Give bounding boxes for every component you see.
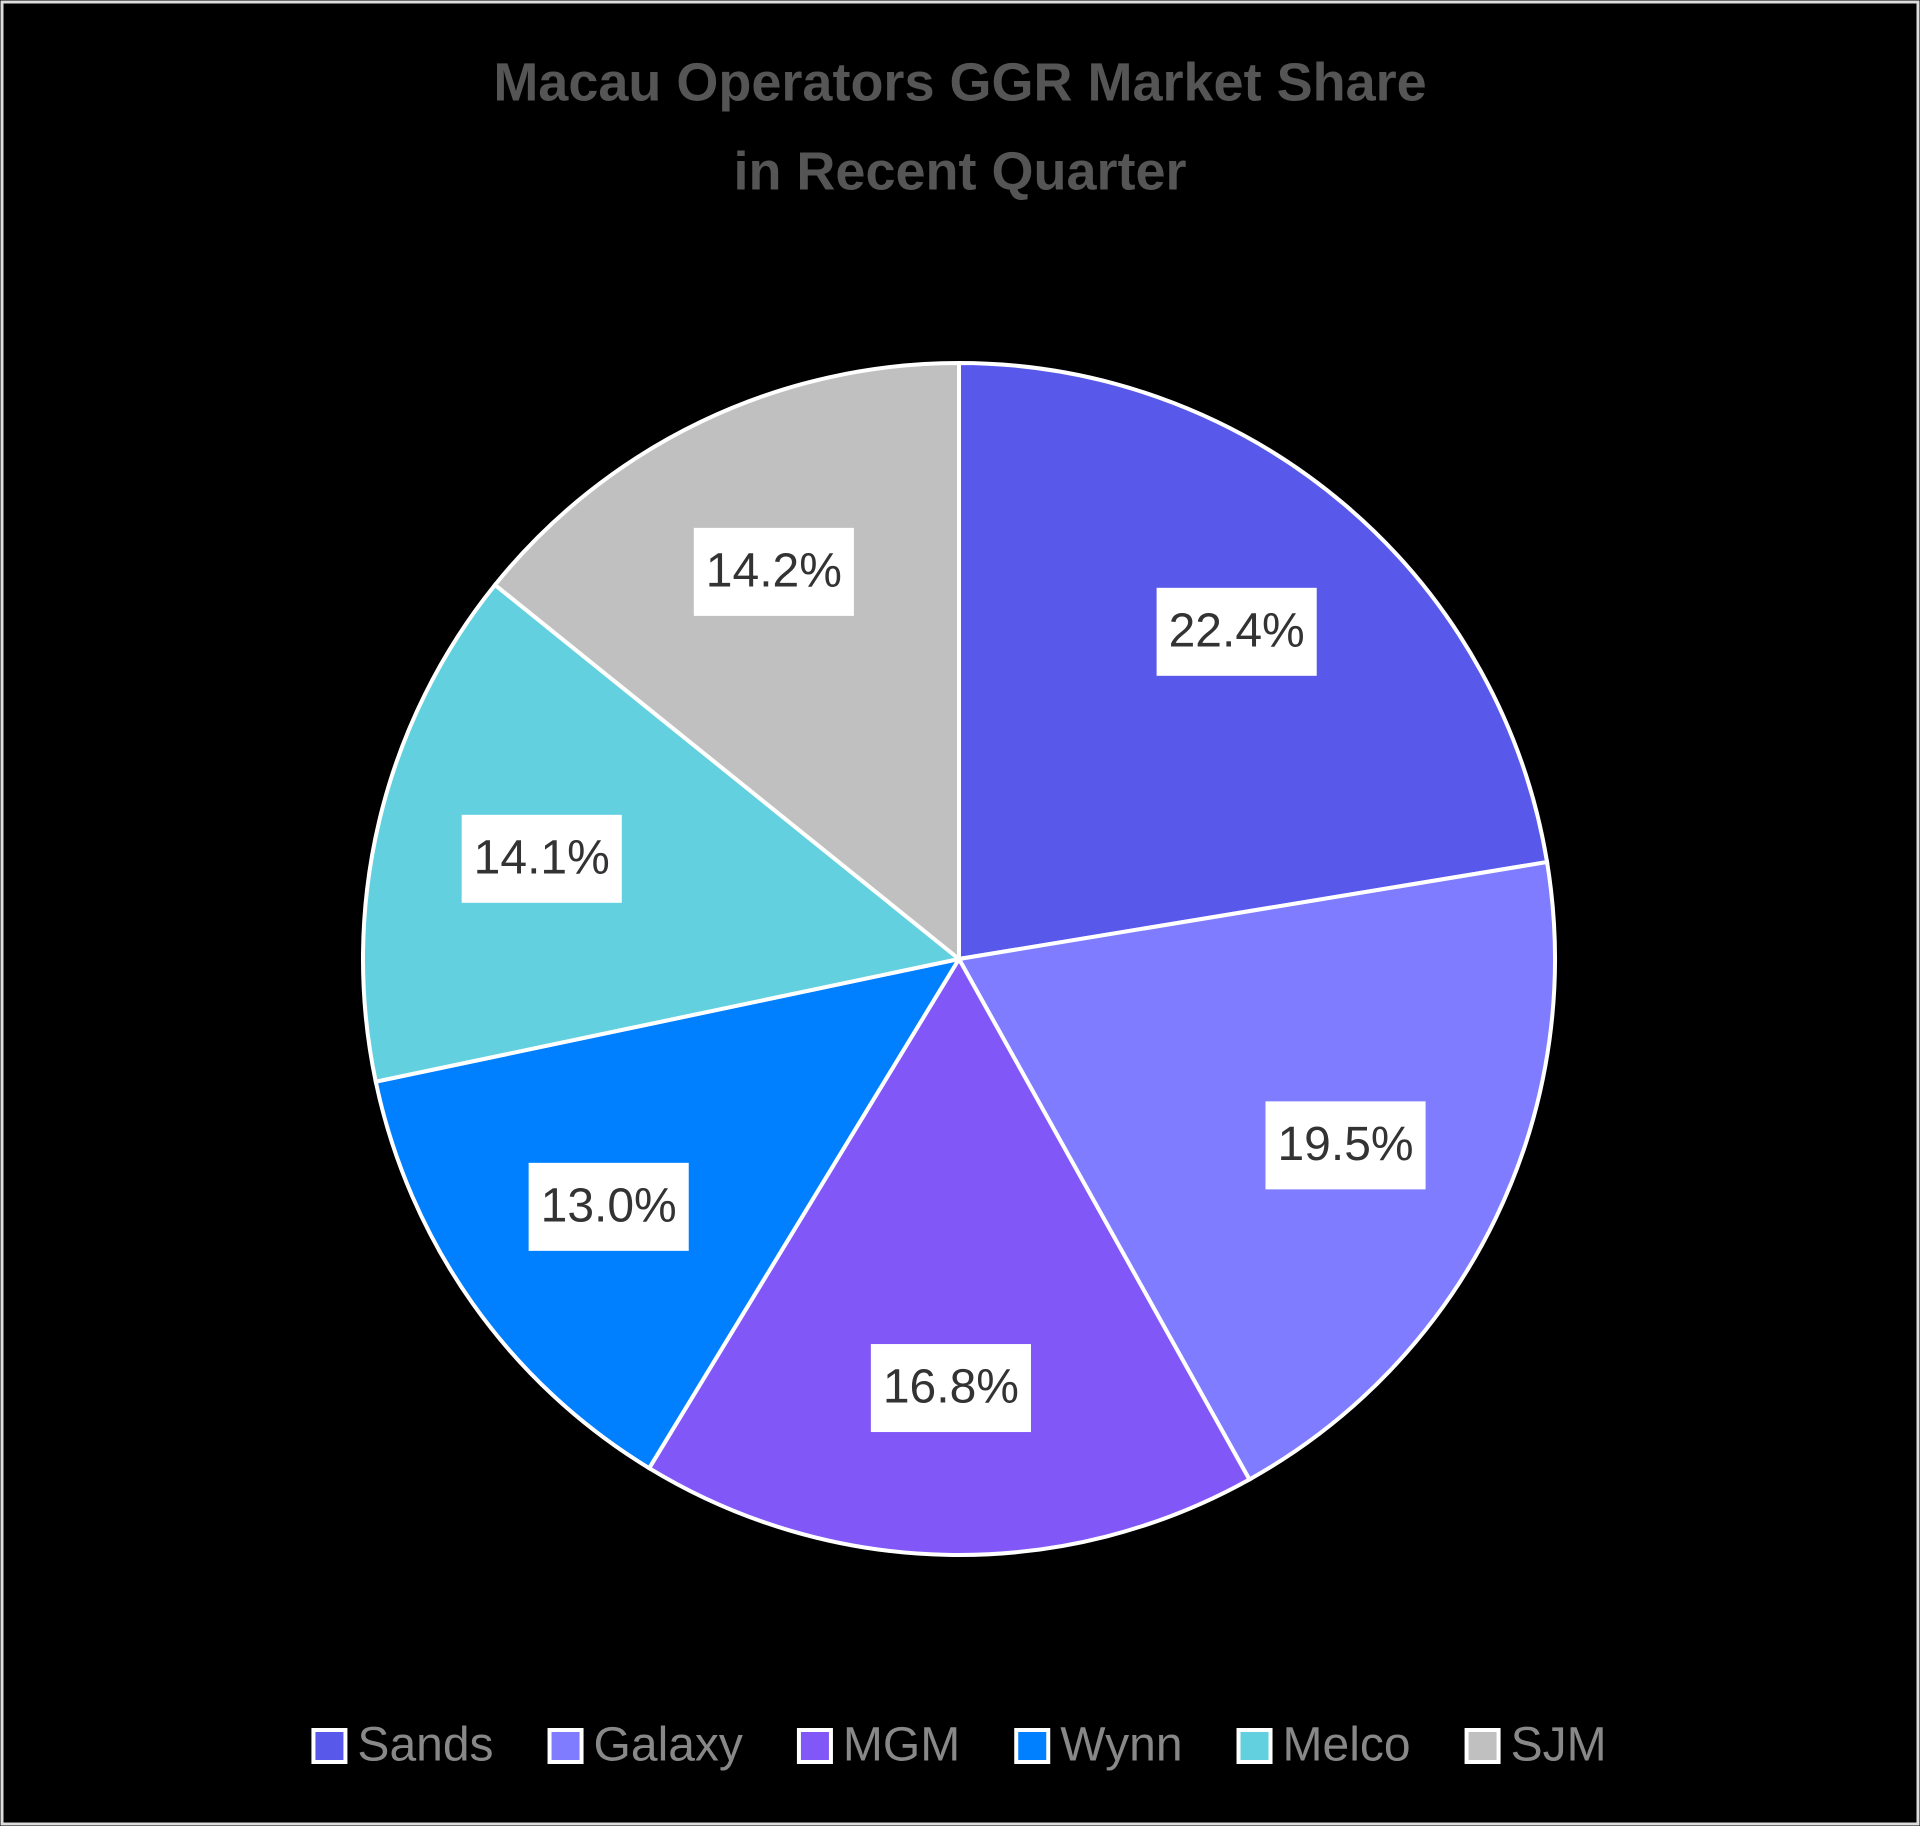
value-label-box — [528, 1162, 689, 1251]
legend-swatch — [1464, 1728, 1501, 1764]
value-label: 14.1% — [474, 831, 610, 884]
pie-slice — [361, 582, 964, 1085]
chart-title: in Recent Quarter — [733, 141, 1186, 201]
legend-label: MGM — [843, 1719, 960, 1772]
legend: Sands Galaxy MGM Wynn Melco SJM — [311, 1719, 1607, 1772]
value-label-box — [1265, 1101, 1426, 1190]
value-label-box — [870, 1344, 1031, 1433]
chart-title: Macau Operators GGR Market Share — [493, 52, 1426, 112]
value-label-box — [461, 814, 622, 903]
legend-swatch — [1236, 1728, 1273, 1764]
legend-swatch — [547, 1728, 584, 1764]
legend-swatch — [796, 1728, 833, 1764]
value-label: 14.2% — [706, 545, 842, 598]
value-label: 22.4% — [1169, 604, 1305, 657]
legend-swatch — [1014, 1728, 1051, 1764]
legend-label: Melco — [1283, 1719, 1411, 1772]
value-label: 16.8% — [883, 1361, 1019, 1414]
value-label: 19.5% — [1277, 1118, 1413, 1171]
pie-slice — [646, 955, 1253, 1557]
pie-slice — [955, 859, 1557, 1483]
legend-label: Sands — [357, 1719, 493, 1772]
legend-swatch — [311, 1728, 348, 1764]
legend-label: SJM — [1511, 1719, 1607, 1772]
value-label-box — [1156, 587, 1317, 676]
value-label: 13.0% — [541, 1180, 677, 1233]
pie-slice — [492, 360, 961, 964]
value-label-box — [693, 527, 854, 616]
legend-label: Wynn — [1060, 1719, 1182, 1772]
legend-label: Galaxy — [594, 1719, 743, 1772]
